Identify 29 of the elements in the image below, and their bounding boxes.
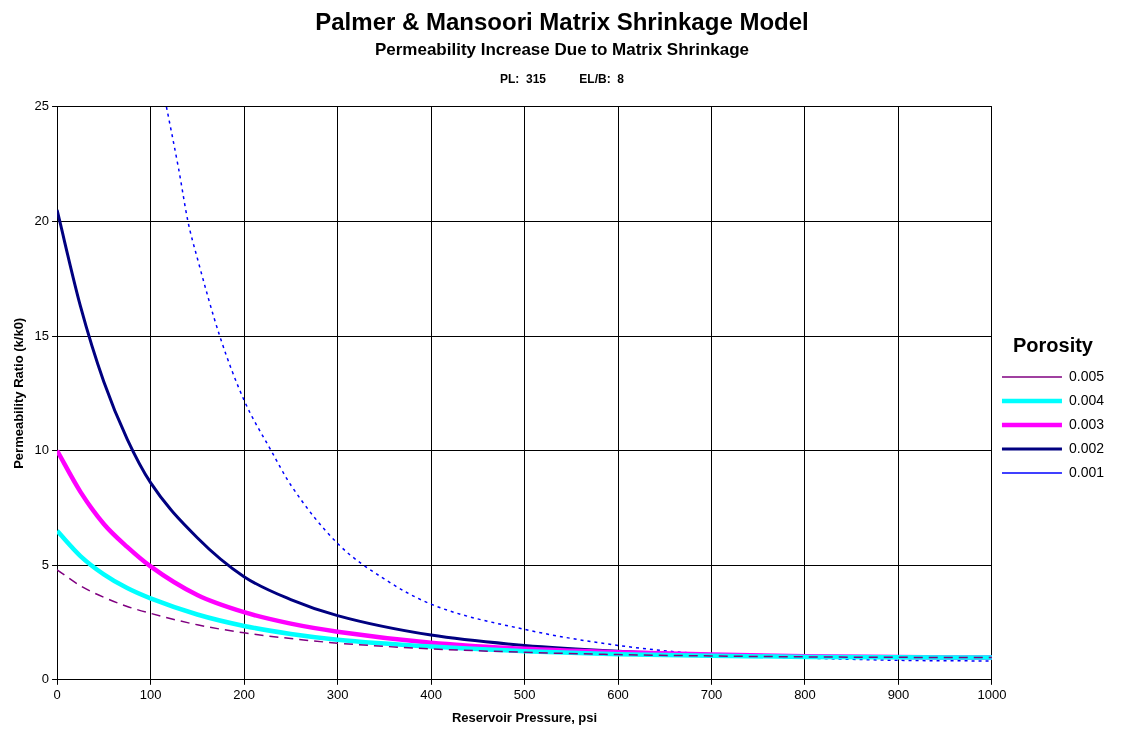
x-tick-label: 400 bbox=[420, 687, 442, 703]
y-tick-label: 25 bbox=[34, 98, 50, 114]
y-tick-label: 0 bbox=[41, 671, 50, 687]
line-series bbox=[57, 569, 992, 659]
y-tick-label: 5 bbox=[41, 556, 50, 572]
y-axis-title: Permeability Ratio (k/k0) bbox=[11, 317, 27, 469]
x-tick-label: 1000 bbox=[977, 687, 1007, 703]
legend-label: 0.005 bbox=[1068, 367, 1105, 384]
x-tick-label: 300 bbox=[326, 687, 349, 703]
legend-label: 0.002 bbox=[1068, 439, 1105, 456]
y-tick-label: 20 bbox=[34, 212, 50, 228]
legend-label: 0.003 bbox=[1068, 415, 1105, 432]
x-tick-label: 500 bbox=[513, 687, 536, 703]
x-tick-label: 700 bbox=[700, 687, 723, 703]
text: PL: 315 EL/B: 8 bbox=[499, 72, 625, 86]
x-tick-label: 900 bbox=[887, 687, 910, 703]
x-tick-label: 100 bbox=[139, 687, 162, 703]
x-axis-title: Reservoir Pressure, psi bbox=[451, 709, 598, 725]
y-tick-label: 15 bbox=[34, 327, 50, 343]
x-tick-label: 600 bbox=[607, 687, 629, 703]
x-tick-label: 800 bbox=[794, 687, 816, 703]
x-tick-label: 200 bbox=[233, 687, 255, 703]
legend-label: 0.004 bbox=[1068, 391, 1105, 408]
legend-title: Porosity bbox=[1012, 333, 1094, 356]
x-tick-label: 0 bbox=[53, 687, 61, 703]
legend-label: 0.001 bbox=[1068, 463, 1105, 480]
y-tick-label: 10 bbox=[34, 442, 50, 458]
chart-subtitle: Permeability Increase Due to Matrix Shrinkage bbox=[373, 40, 751, 60]
chart-title: Palmer & Mansoori Matrix Shrinkage Model bbox=[314, 7, 810, 36]
